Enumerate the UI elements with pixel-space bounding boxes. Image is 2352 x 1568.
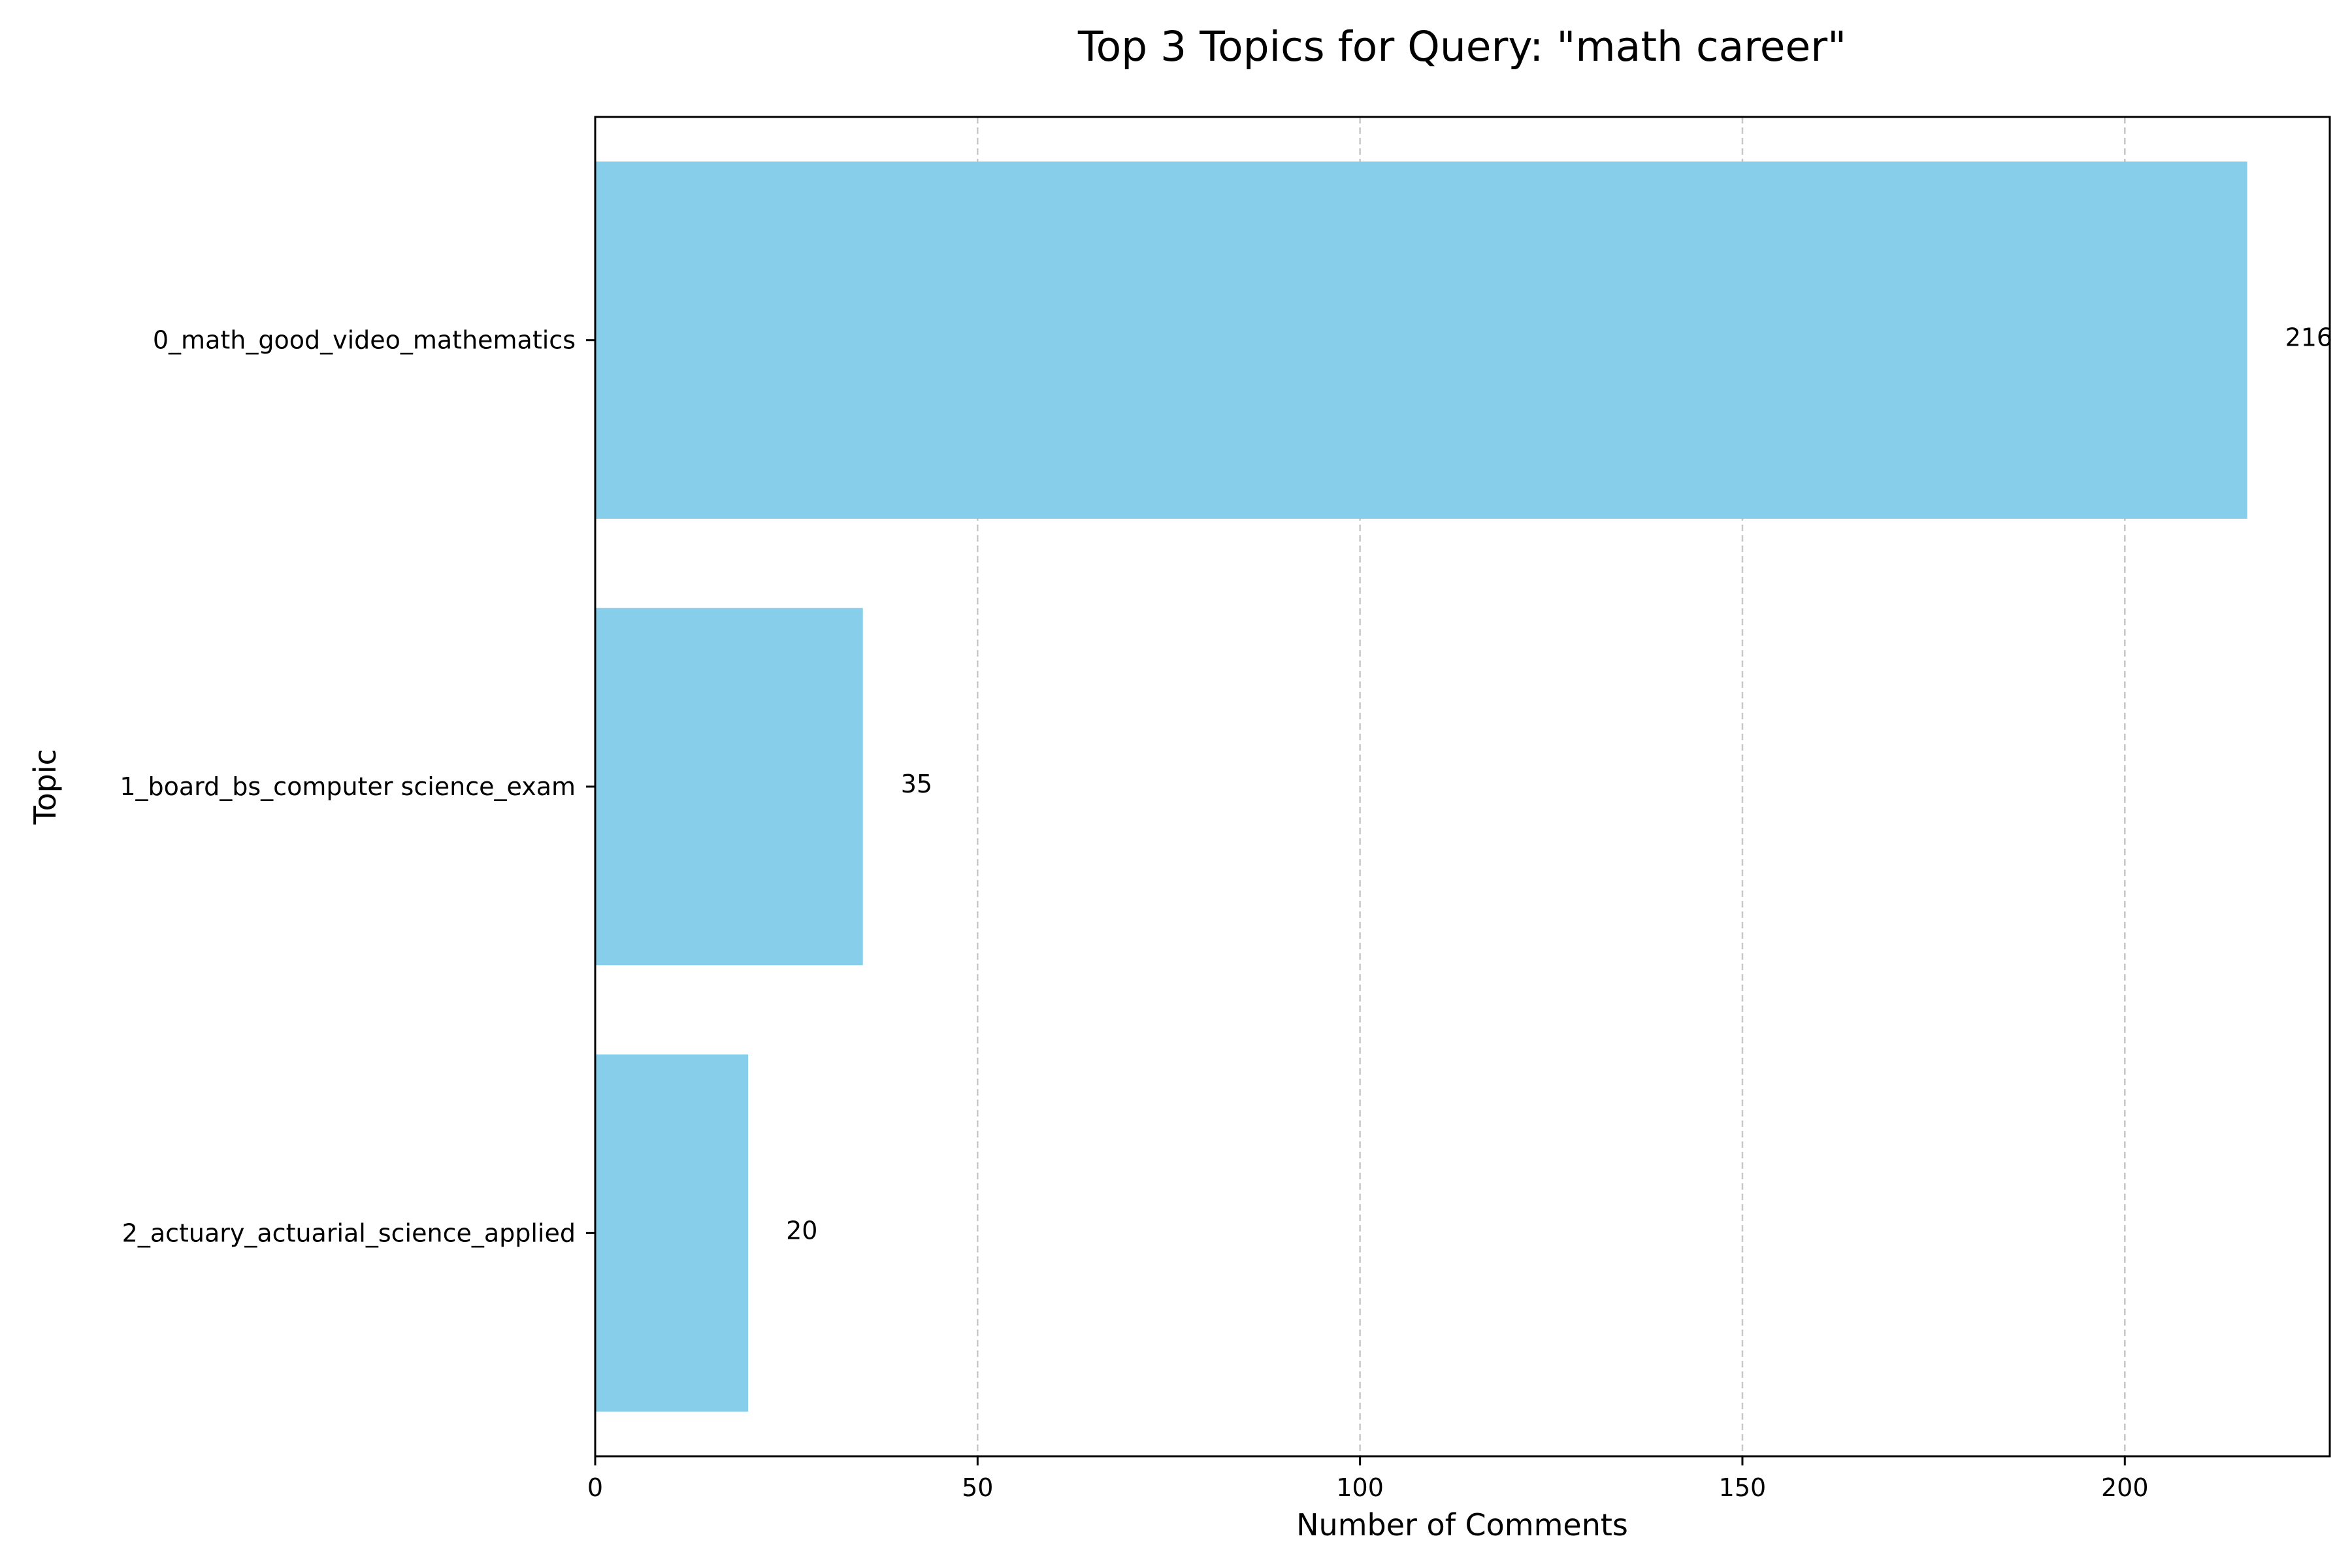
y-axis-ticks: 0_math_good_video_mathematics 1_board_bs_… — [120, 326, 595, 1247]
x-axis-label: Number of Comments — [1296, 1507, 1628, 1543]
bar — [595, 608, 863, 966]
bar — [595, 161, 2247, 519]
bar-value-label: 35 — [901, 770, 932, 798]
data-labels: 216 35 20 — [786, 323, 2332, 1245]
y-tick-label: 2_actuary_actuarial_science_applied — [122, 1218, 576, 1247]
x-tick-label: 100 — [1336, 1473, 1384, 1502]
bar-value-label: 216 — [2285, 323, 2333, 352]
y-tick-label: 0_math_good_video_mathematics — [153, 326, 576, 355]
x-tick-label: 0 — [587, 1473, 603, 1502]
bars — [595, 161, 2247, 1412]
x-tick-label: 150 — [1719, 1473, 1767, 1502]
x-axis-ticks: 0 50 100 150 200 — [587, 1456, 2149, 1502]
y-tick-label: 1_board_bs_computer science_exam — [120, 772, 576, 801]
x-tick-label: 200 — [2101, 1473, 2149, 1502]
x-tick-label: 50 — [962, 1473, 993, 1502]
bar — [595, 1054, 749, 1412]
chart-title: Top 3 Topics for Query: "math career" — [1077, 23, 1846, 71]
y-axis-label: Topic — [27, 749, 63, 825]
bar-value-label: 20 — [786, 1216, 817, 1245]
